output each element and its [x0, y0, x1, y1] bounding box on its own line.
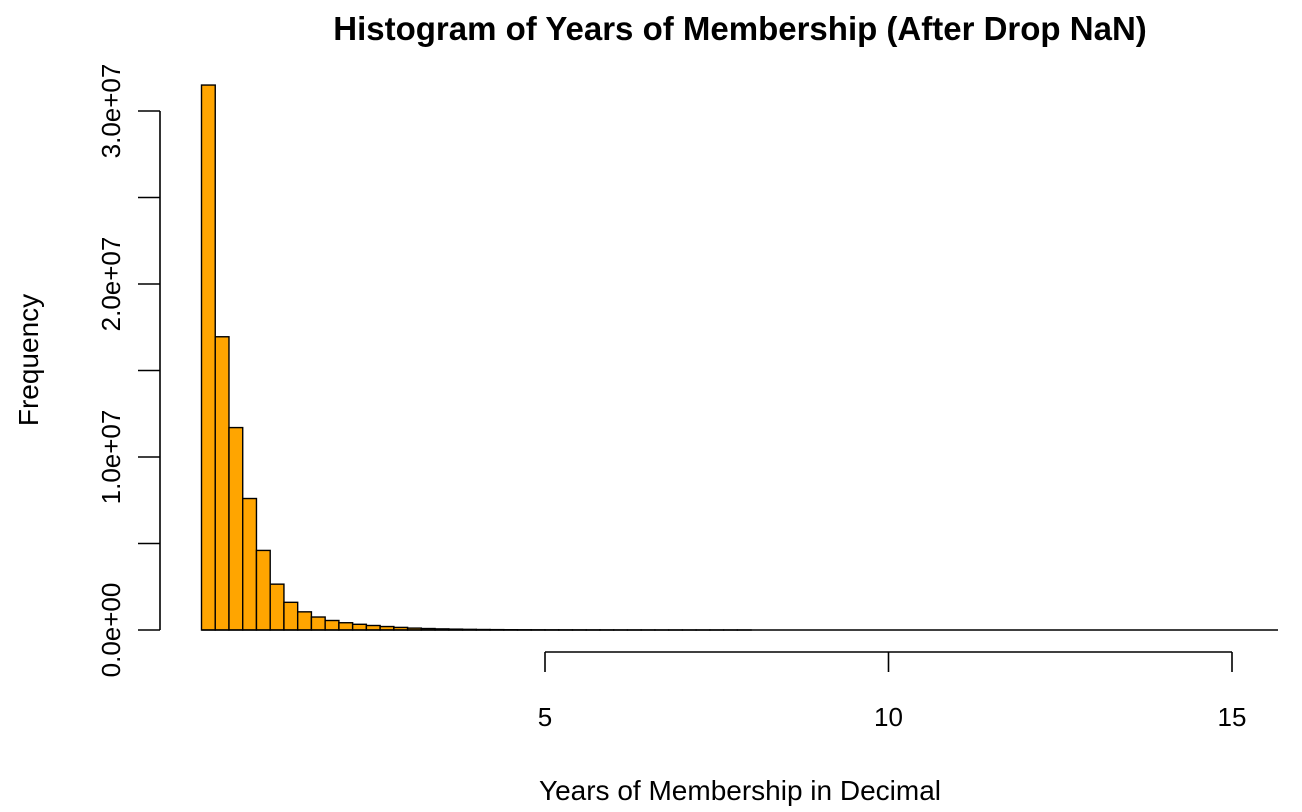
y-tick-label: 1.0e+07 — [96, 410, 126, 505]
y-axis-label: Frequency — [13, 294, 44, 426]
histogram-bar — [283, 601, 299, 631]
y-tick-label: 2.0e+07 — [96, 237, 126, 332]
histogram-bar — [200, 84, 216, 631]
histogram-bar — [296, 611, 313, 631]
histogram-bar — [214, 336, 230, 631]
y-tick-label: 0.0e+00 — [96, 583, 126, 678]
histogram-bar — [338, 622, 354, 631]
histogram-bar — [255, 549, 271, 631]
histogram-bar — [351, 623, 368, 631]
y-tick-label: 3.0e+07 — [96, 64, 126, 159]
x-tick-label: 5 — [538, 702, 552, 732]
x-tick-label: 15 — [1218, 702, 1247, 732]
x-tick-label: 10 — [874, 702, 903, 732]
histogram-bar — [242, 497, 258, 631]
histogram-bar — [310, 616, 326, 631]
histogram-bar — [269, 583, 285, 631]
y-axis: 0.0e+00 1.0e+07 2.0e+07 3.0e+07 — [96, 64, 1278, 678]
histogram-bars — [200, 84, 752, 631]
histogram-bar — [324, 619, 340, 631]
chart-title: Histogram of Years of Membership (After … — [333, 10, 1147, 47]
histogram-bar — [228, 426, 244, 631]
x-axis: 5 10 15 — [538, 651, 1247, 732]
x-axis-label: Years of Membership in Decimal — [539, 775, 941, 806]
